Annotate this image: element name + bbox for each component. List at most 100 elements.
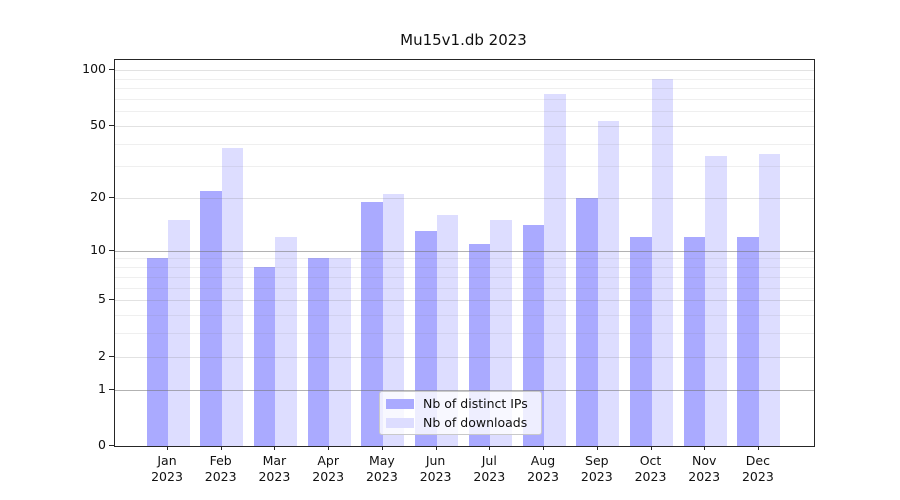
x-tick-mark (381, 446, 383, 450)
legend-label-downloads: Nb of downloads (423, 415, 528, 430)
x-tick-year: 2023 (688, 468, 721, 484)
x-tick-mark (704, 446, 706, 450)
bar-nb-of-downloads-aug (544, 94, 566, 446)
x-tick-year: 2023 (151, 468, 183, 484)
legend-item-distinct-ips: Nb of distinct IPs (386, 396, 535, 411)
y-tick-mark (109, 124, 114, 126)
gridline-y-100 (115, 70, 814, 71)
y-tick-label-2: 2 (98, 347, 106, 363)
x-tick-month: Jul (481, 453, 497, 468)
x-tick-month: Aug (530, 453, 556, 468)
x-tick-mark (757, 446, 759, 450)
x-tick-year: 2023 (634, 468, 667, 484)
x-tick-mark (435, 446, 437, 450)
bar-nb-of-distinct-ips-sep (576, 198, 598, 446)
bar-nb-of-downloads-feb (221, 147, 244, 446)
bar-nb-of-distinct-ips-dec (737, 237, 759, 446)
x-tick-year: 2023 (419, 468, 452, 484)
plot-area (114, 59, 815, 447)
legend: Nb of distinct IPs Nb of downloads (379, 391, 542, 435)
x-tick-label-mar: Mar 2023 (242, 453, 306, 484)
x-tick-label-dec: Dec 2023 (726, 453, 790, 484)
legend-item-downloads: Nb of downloads (386, 415, 535, 430)
x-tick-label-nov: Nov 2023 (672, 453, 736, 484)
gridline-y-90 (115, 78, 814, 80)
x-tick-mark (596, 446, 598, 450)
gridline-y-50 (115, 125, 814, 127)
x-tick-mark (220, 446, 222, 450)
y-tick-label-0: 0 (98, 437, 106, 452)
y-tick-label-5: 5 (98, 291, 106, 306)
y-tick-label-50: 50 (90, 116, 106, 132)
x-tick-mark (489, 446, 491, 450)
y-tick-mark (109, 388, 114, 390)
x-tick-month: May (368, 453, 395, 468)
chart-title: Mu15v1.db 2023 (400, 31, 527, 49)
x-tick-label-apr: Apr 2023 (296, 453, 360, 484)
x-tick-label-oct: Oct 2023 (619, 453, 683, 484)
gridline-y-70 (115, 98, 814, 100)
x-tick-month: Mar (262, 453, 287, 468)
bar-nb-of-downloads-jun (436, 215, 459, 446)
x-tick-label-sep: Sep 2023 (565, 453, 629, 484)
y-tick-label-10: 10 (90, 241, 106, 257)
x-tick-year: 2023 (580, 468, 613, 484)
x-tick-label-feb: Feb 2023 (189, 453, 253, 484)
x-tick-month: Sep (585, 453, 609, 468)
bar-nb-of-downloads-may (382, 194, 405, 446)
x-tick-year: 2023 (258, 468, 291, 484)
x-tick-mark (650, 446, 652, 450)
x-tick-month: Dec (745, 453, 770, 468)
bar-nb-of-distinct-ips-oct (630, 237, 652, 446)
bar-nb-of-distinct-ips-mar (253, 267, 276, 446)
gridline-y-80 (115, 88, 814, 89)
bar-nb-of-downloads-mar (275, 237, 297, 446)
x-tick-year: 2023 (365, 468, 398, 484)
bar-nb-of-distinct-ips-aug (522, 225, 544, 446)
bar-nb-of-distinct-ips-jan (146, 258, 168, 446)
x-tick-year: 2023 (473, 468, 506, 484)
y-tick-label-100: 100 (82, 61, 106, 76)
bar-nb-of-downloads-oct (651, 78, 673, 446)
x-tick-month: Jun (425, 453, 446, 468)
bar-nb-of-downloads-jan (168, 220, 190, 446)
x-tick-mark (328, 446, 330, 450)
x-tick-mark (543, 446, 544, 450)
gridline-y-60 (115, 111, 814, 113)
x-tick-mark (274, 446, 276, 450)
x-tick-year: 2023 (312, 468, 345, 484)
x-tick-month: Oct (639, 453, 662, 468)
y-tick-label-20: 20 (90, 189, 106, 204)
bar-nb-of-downloads-sep (597, 121, 620, 446)
x-tick-month: Feb (209, 453, 232, 468)
x-tick-year: 2023 (741, 468, 774, 484)
legend-label-distinct-ips: Nb of distinct IPs (423, 396, 528, 411)
bar-nb-of-distinct-ips-nov (683, 237, 706, 446)
x-tick-year: 2023 (204, 468, 237, 484)
x-tick-label-may: May 2023 (350, 453, 414, 484)
bar-nb-of-distinct-ips-feb (200, 190, 222, 446)
y-tick-mark (109, 355, 114, 357)
y-tick-mark (109, 299, 114, 300)
x-tick-label-jun: Jun 2023 (404, 453, 468, 484)
x-tick-month: Jan (157, 453, 177, 468)
bar-nb-of-distinct-ips-apr (307, 258, 330, 446)
bar-nb-of-downloads-apr (329, 258, 351, 446)
x-tick-year: 2023 (527, 468, 559, 484)
legend-swatch-downloads (386, 417, 414, 428)
y-tick-mark (109, 197, 114, 198)
gridline-y-40 (115, 143, 814, 145)
x-tick-month: Nov (691, 453, 717, 468)
x-tick-month: Apr (317, 453, 339, 468)
y-tick-mark (109, 445, 114, 446)
bar-nb-of-distinct-ips-may (361, 201, 383, 446)
y-tick-mark (109, 249, 114, 251)
bar-nb-of-downloads-nov (705, 156, 727, 446)
x-tick-label-aug: Aug 2023 (511, 453, 575, 484)
x-tick-mark (167, 446, 168, 450)
bar-nb-of-downloads-dec (758, 154, 781, 446)
x-tick-label-jan: Jan 2023 (135, 453, 199, 484)
y-tick-mark (109, 69, 114, 70)
legend-swatch-distinct-ips (386, 398, 414, 409)
